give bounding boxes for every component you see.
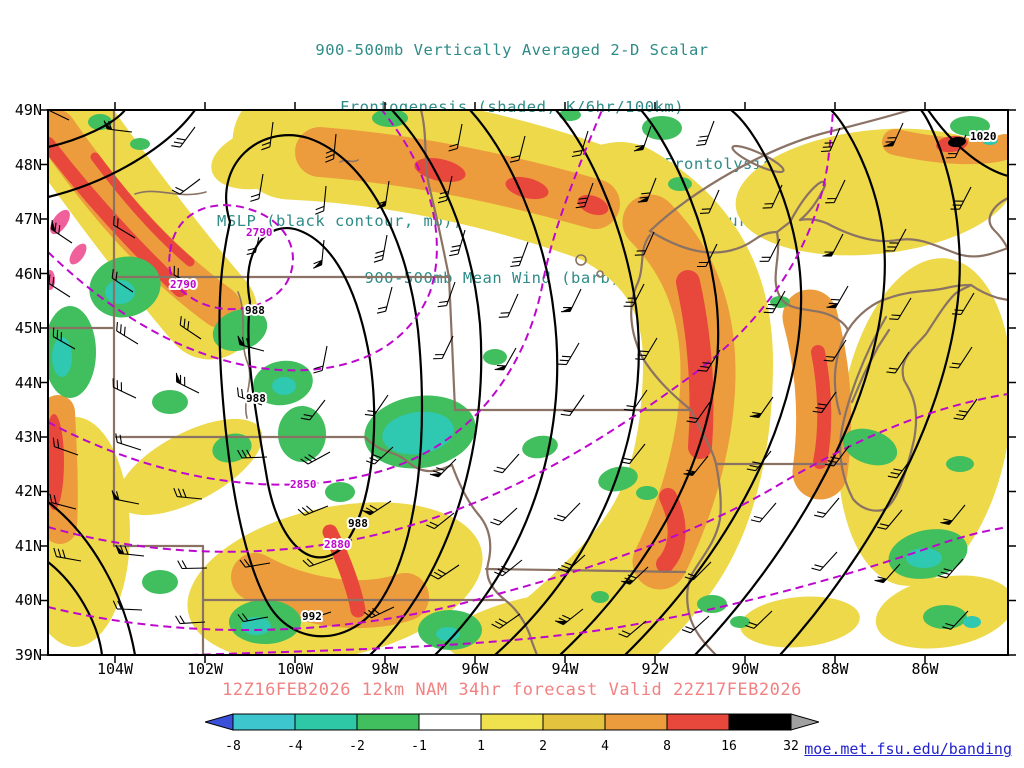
colorbar-tick-label: -2: [349, 739, 365, 754]
latitude-label: 42N: [14, 482, 42, 500]
colorbar-segment: [480, 713, 544, 731]
colorbar-tick-label: -1: [411, 739, 427, 754]
mslp-contour-layer: [48, 110, 1008, 655]
longitude-label: 104W: [96, 660, 134, 678]
colorbar: -8 -4 -2 -1 1 2 4 8 16 32: [203, 712, 821, 760]
latitude-label: 41N: [14, 537, 42, 555]
credit-link[interactable]: moe.met.fsu.edu/banding: [804, 740, 1012, 758]
longitude-label: 94W: [551, 660, 579, 678]
colorbar-tick-label: 16: [721, 739, 737, 754]
contour-labels: 988 988 988 992 1020 2790 2790 2850 2880: [168, 128, 999, 625]
latitude-label: 45N: [14, 319, 42, 337]
colorbar-left-arrow: [203, 713, 234, 731]
title-line: 900-500mb Vertically Averaged 2-D Scalar: [315, 41, 709, 59]
latitude-label: 43N: [14, 428, 42, 446]
colorbar-segment: [666, 713, 730, 731]
longitude-label: 102W: [186, 660, 224, 678]
shading-layer: [48, 110, 1008, 655]
wind-barbs-layer: [48, 110, 978, 638]
colorbar-tick-label: -8: [225, 739, 241, 754]
longitude-label: 100W: [276, 660, 314, 678]
colorbar-tick-label: 1: [477, 739, 485, 754]
colorbar-segment: [418, 713, 482, 731]
colorbar-segment: [728, 713, 792, 731]
latitude-label: 40N: [14, 591, 42, 609]
longitude-label: 90W: [731, 660, 759, 678]
title-line: 900-500mb Mean Wind (barb, kt): [364, 269, 660, 287]
height-contour-label: 2880: [324, 538, 351, 551]
mslp-contour-label: 988: [348, 517, 368, 530]
colorbar-segment: [232, 713, 296, 731]
colorbar-tick-label: 8: [663, 739, 671, 754]
colorbar-segment: [542, 713, 606, 731]
mslp-contour-label: 988: [245, 304, 265, 317]
longitude-label: 86W: [911, 660, 939, 678]
forecast-caption: 12Z16FEB2026 12km NAM 34hr forecast Vali…: [222, 680, 802, 700]
mslp-contour-label: 988: [246, 392, 266, 405]
forecast-map: 988 988 988 992 1020 2790 2790 2850 2880: [40, 102, 1016, 663]
colorbar-segment: [294, 713, 358, 731]
longitude-label: 96W: [461, 660, 489, 678]
colorbar-segment: [604, 713, 668, 731]
colorbar-tick-label: 32: [783, 739, 799, 754]
longitude-label: 88W: [821, 660, 849, 678]
axis-ticks: [40, 102, 1016, 663]
mslp-contour-label: 992: [302, 610, 322, 623]
longitude-label: 92W: [641, 660, 669, 678]
longitude-label: 98W: [371, 660, 399, 678]
latitude-label: 49N: [14, 101, 42, 119]
height-contour-label: 2790: [246, 226, 273, 239]
latitude-label: 47N: [14, 210, 42, 228]
colorbar-tick-label: -4: [287, 739, 303, 754]
mslp-contour-label: 1020: [970, 130, 997, 143]
latitude-label: 46N: [14, 265, 42, 283]
height-contour-layer: [48, 110, 1008, 655]
height-contour-label: 2850: [290, 478, 317, 491]
colorbar-right-arrow: [790, 713, 821, 731]
latitude-label: 44N: [14, 374, 42, 392]
height-contour-label: 2790: [170, 278, 197, 291]
colorbar-segment: [356, 713, 420, 731]
latitude-label: 39N: [14, 646, 42, 664]
latitude-label: 48N: [14, 156, 42, 174]
colorbar-tick-label: 4: [601, 739, 609, 754]
colorbar-scale: -8 -4 -2 -1 1 2 4 8 16 32: [203, 713, 821, 754]
colorbar-tick-label: 2: [539, 739, 547, 754]
